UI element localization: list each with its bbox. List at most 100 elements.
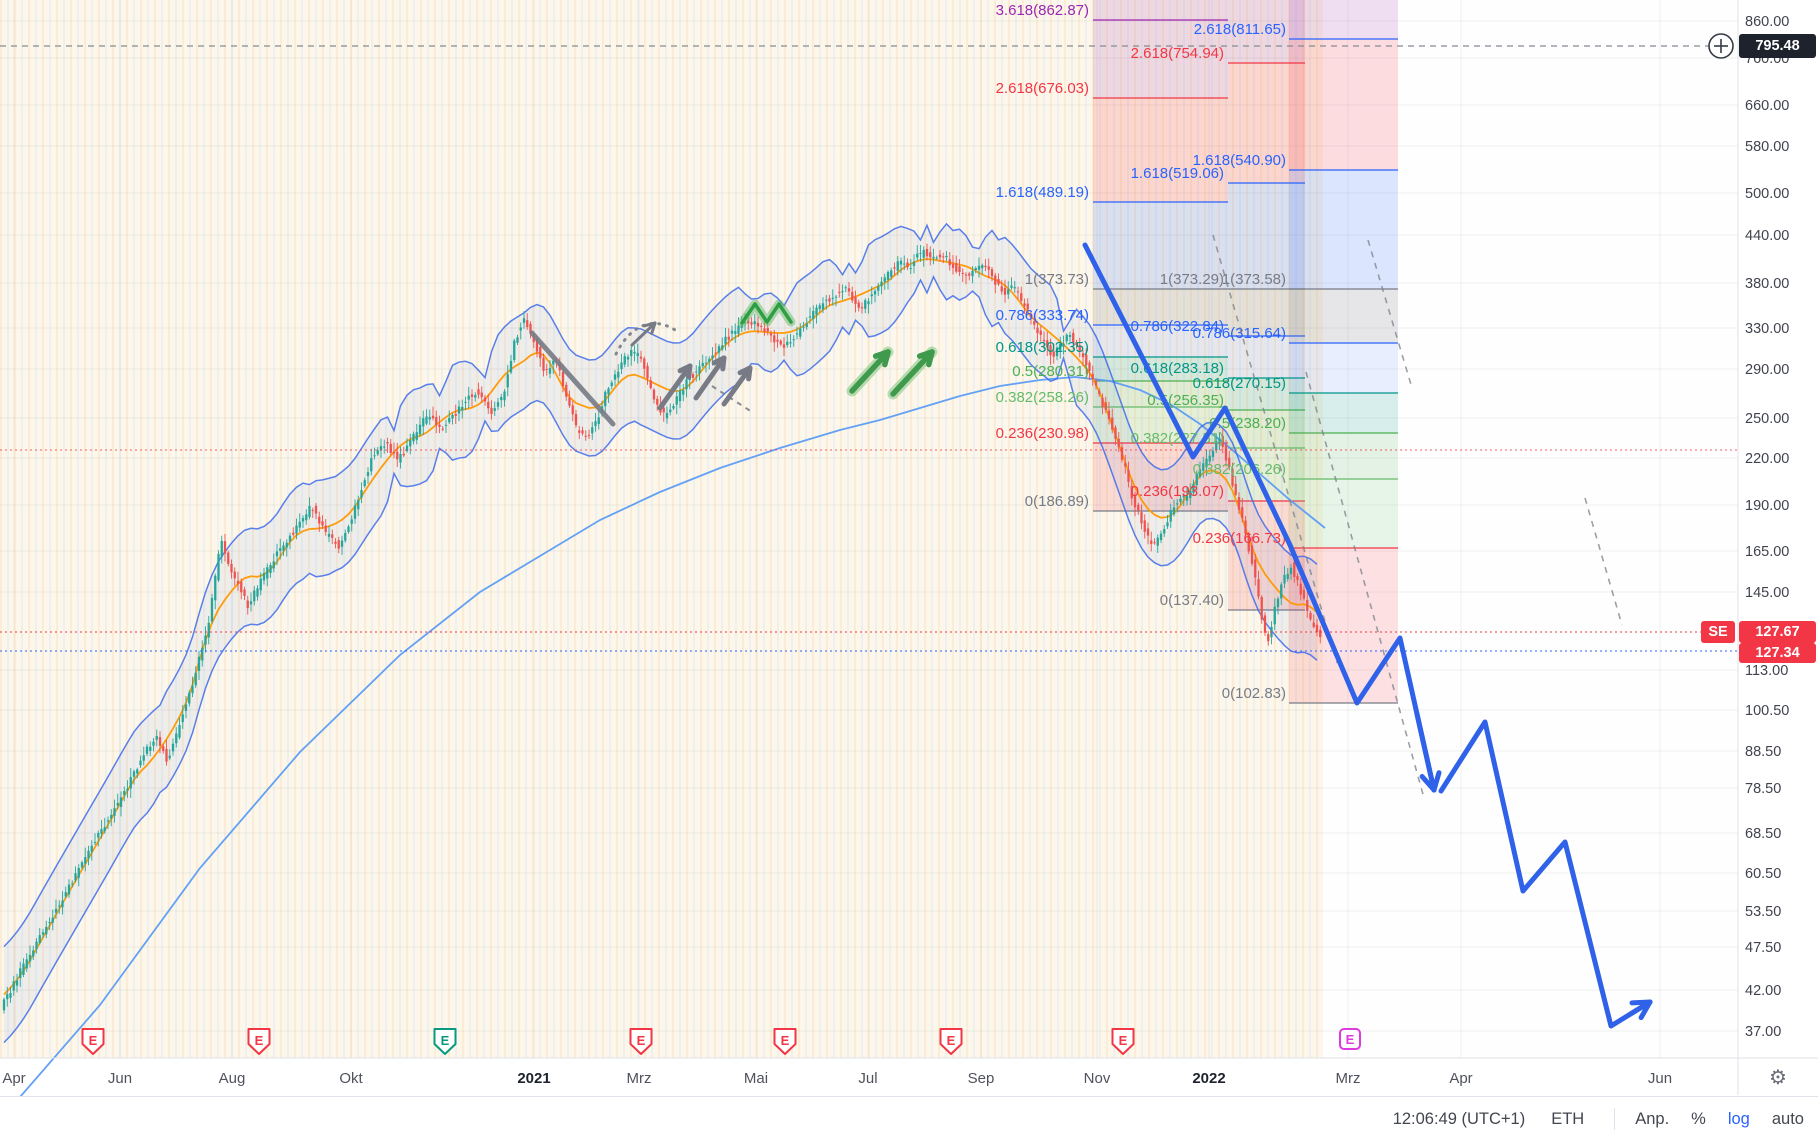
- fib-a-zone: [1093, 202, 1228, 289]
- clock-text[interactable]: 12:06:49 (UTC+1): [1392, 1109, 1526, 1128]
- candle-body: [409, 440, 412, 447]
- candle-body: [415, 432, 418, 440]
- price-tick-label: 37.00: [1745, 1024, 1781, 1040]
- price-tick-label: 42.00: [1745, 983, 1781, 999]
- candle-body: [275, 551, 279, 557]
- candle-body: [119, 797, 123, 807]
- se-price-badge[interactable]: 127.67: [1739, 621, 1816, 643]
- candle-body: [350, 519, 353, 524]
- earnings-badge[interactable]: [1339, 1028, 1361, 1050]
- candle-body: [165, 748, 168, 762]
- gray-up-arrow[interactable]: [630, 321, 657, 347]
- candle-body: [110, 814, 113, 819]
- se-tag[interactable]: SE: [1701, 621, 1735, 643]
- price-tick-label: 440.00: [1745, 228, 1789, 244]
- candle-body: [958, 266, 961, 273]
- candle-body: [1276, 598, 1280, 608]
- candle-body: [779, 340, 782, 345]
- green-up-arrow[interactable]: [849, 349, 891, 394]
- dashed-trendline[interactable]: [1305, 371, 1425, 799]
- candle-body: [126, 788, 129, 791]
- candle-body: [539, 346, 542, 359]
- candle-body: [51, 917, 54, 923]
- candle-body: [1036, 327, 1039, 334]
- candle-body: [636, 352, 639, 357]
- earnings-badge[interactable]: [433, 1028, 457, 1055]
- candle-body: [331, 534, 334, 538]
- candle-body: [529, 323, 532, 334]
- alert-price-badge[interactable]: 795.48: [1739, 34, 1816, 58]
- candle-body: [724, 336, 727, 344]
- candle-body: [474, 394, 477, 398]
- projection1-arrow[interactable]: [1414, 711, 1437, 793]
- earnings-badge[interactable]: [939, 1028, 963, 1055]
- time-tick-label: Aug: [219, 1070, 246, 1087]
- price-tick-label: 330.00: [1745, 321, 1789, 337]
- price-tick-label: 250.00: [1745, 411, 1789, 427]
- candle-body: [961, 272, 964, 274]
- green-up-arrow[interactable]: [890, 349, 935, 397]
- gray-up-arrow[interactable]: [657, 363, 693, 411]
- dashed-trendline[interactable]: [1367, 239, 1413, 389]
- candle-body: [597, 417, 600, 425]
- price-tick-label: 380.00: [1745, 276, 1789, 292]
- adjust-button[interactable]: Anp.: [1635, 1109, 1670, 1128]
- candle-body: [405, 445, 409, 452]
- fib-c[interactable]: [1289, 0, 1398, 704]
- candle-body: [441, 428, 444, 430]
- gray-trend-stroke[interactable]: [529, 330, 616, 427]
- price-tick-label: 88.50: [1745, 744, 1781, 760]
- candle-body: [308, 505, 311, 518]
- earnings-badge[interactable]: [773, 1028, 797, 1055]
- candle-body: [792, 339, 795, 341]
- price-tick-label: 660.00: [1745, 98, 1789, 114]
- candle-body: [812, 311, 815, 320]
- candle-body: [1315, 624, 1319, 633]
- settings-icon[interactable]: ⚙: [1769, 1067, 1787, 1089]
- earnings-badge[interactable]: [1111, 1028, 1135, 1055]
- candle-body: [886, 271, 890, 280]
- earnings-letter: E: [1119, 1033, 1128, 1048]
- candle-body: [821, 303, 825, 310]
- candle-body: [243, 589, 246, 596]
- gray-up-arrow[interactable]: [693, 355, 727, 401]
- candle-body: [1046, 340, 1049, 348]
- candle-body: [1211, 450, 1215, 457]
- green-zigzag[interactable]: [740, 302, 793, 325]
- log-scale-button[interactable]: log: [1727, 1109, 1750, 1128]
- fast-ma-line: [3, 258, 1318, 996]
- fib-b-level-label: 0.618(283.18): [1131, 360, 1224, 377]
- time-tick-label: Apr: [2, 1070, 25, 1087]
- candle-body: [25, 959, 28, 969]
- candle-body: [1117, 438, 1120, 448]
- time-tick-label: 2022: [1192, 1070, 1225, 1087]
- candle-body: [1146, 528, 1150, 536]
- earnings-badge[interactable]: [247, 1028, 271, 1055]
- auto-scale-button[interactable]: auto: [1771, 1109, 1804, 1128]
- projection1-path[interactable]: [1082, 242, 1437, 793]
- gray-dash-segment[interactable]: [711, 385, 753, 413]
- candle-body: [396, 451, 399, 460]
- candle-body: [1273, 606, 1276, 625]
- add-alert-icon[interactable]: [1708, 33, 1734, 59]
- candle-body: [1143, 520, 1146, 532]
- candle-body: [1020, 293, 1023, 301]
- candle-body: [565, 384, 568, 397]
- candle-body: [984, 265, 987, 268]
- candle-body: [665, 412, 669, 419]
- dashed-trendline[interactable]: [1584, 497, 1623, 626]
- candle-body: [802, 326, 805, 328]
- candle-body: [402, 453, 405, 456]
- percent-scale-button[interactable]: %: [1691, 1109, 1706, 1128]
- earnings-badge[interactable]: [81, 1028, 105, 1055]
- dashed-trendline[interactable]: [1212, 234, 1338, 664]
- gray-up-arrow[interactable]: [721, 365, 753, 407]
- fib-b[interactable]: [1228, 0, 1305, 611]
- candle-body: [864, 300, 867, 309]
- candle-body: [808, 316, 812, 318]
- candle-body: [1124, 462, 1127, 467]
- earnings-badge[interactable]: [629, 1028, 653, 1055]
- projection2-path[interactable]: [1438, 719, 1653, 1029]
- candle-body: [753, 321, 756, 325]
